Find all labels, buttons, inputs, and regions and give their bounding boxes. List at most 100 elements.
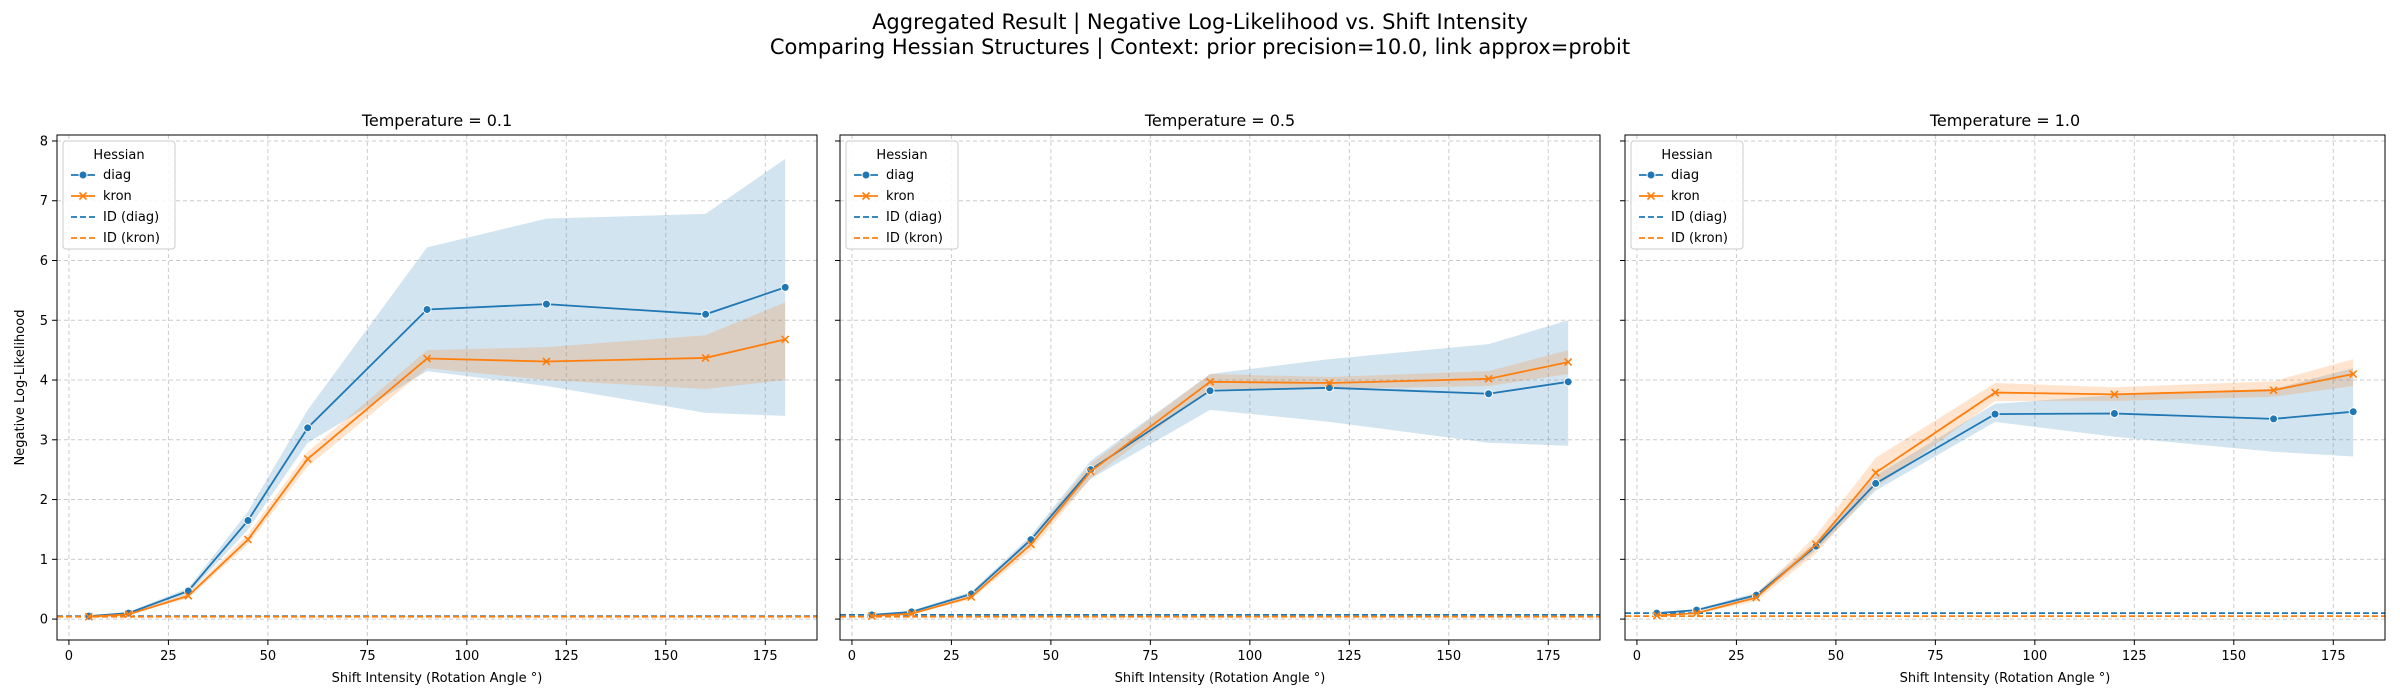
data-point-diag xyxy=(1484,389,1494,399)
data-point-kron xyxy=(907,609,916,618)
data-point-kron xyxy=(1871,468,1880,477)
x-marker-stroke xyxy=(1811,540,1821,549)
legend-entry-diag: diag xyxy=(1639,168,1699,183)
x-tick-label: 125 xyxy=(2122,649,2147,664)
x-marker-stroke xyxy=(1871,468,1880,477)
data-point-kron xyxy=(124,610,133,619)
data-point-kron xyxy=(2269,386,2278,395)
data-point-kron xyxy=(84,612,93,621)
data-point-kron xyxy=(701,353,710,362)
legend-box xyxy=(1630,140,1744,250)
legend-entry-diag: diag xyxy=(71,168,131,183)
data-point-diag xyxy=(1811,541,1821,551)
data-point-diag xyxy=(1563,377,1573,387)
legend-entry-id-diag: ID (diag) xyxy=(854,210,942,225)
legend-entry-id-kron: ID (kron) xyxy=(71,231,160,246)
x-marker-stroke xyxy=(184,591,193,600)
x-axis-label: Shift Intensity (Rotation Angle °) xyxy=(332,671,543,686)
legend-marker-x xyxy=(1646,191,1656,201)
panel-title: Temperature = 1.0 xyxy=(1929,111,2080,130)
x-marker-stroke xyxy=(1692,609,1701,618)
plot-frame xyxy=(1624,134,2386,641)
x-tick-label: 75 xyxy=(1142,649,1159,664)
legend-entry-id-kron: ID (kron) xyxy=(854,231,943,246)
x-marker-stroke xyxy=(701,353,710,362)
legend-marker-circle xyxy=(78,170,88,180)
legend: Hessian diag kron ID (diag) ID (kron) xyxy=(1630,140,1744,250)
data-point-kron xyxy=(1811,540,1821,549)
data-point-diag xyxy=(1871,478,1881,488)
x-marker-stroke xyxy=(2349,369,2358,379)
legend-label: ID (kron) xyxy=(886,231,943,246)
legend-label: ID (kron) xyxy=(103,231,160,246)
data-point-kron xyxy=(2110,390,2119,399)
y-tick-label: 0 xyxy=(40,613,48,628)
legend-label: ID (diag) xyxy=(886,210,942,225)
legend-label: diag xyxy=(886,168,914,183)
confidence-band-diag xyxy=(88,158,786,617)
data-point-kron xyxy=(1086,467,1095,476)
y-tick-label: 3 xyxy=(40,433,48,448)
x-marker-stroke xyxy=(1652,611,1661,620)
legend: Hessian diag kron ID (diag) ID (kron) xyxy=(845,140,959,250)
x-marker-stroke xyxy=(422,354,432,363)
legend-entry-kron: kron xyxy=(854,189,915,204)
y-tick-label: 4 xyxy=(40,374,48,389)
legend-label: kron xyxy=(1671,189,1700,204)
x-tick-label: 175 xyxy=(753,649,778,664)
x-marker-stroke xyxy=(303,454,312,463)
x-axis-label: Shift Intensity (Rotation Angle °) xyxy=(1115,671,1326,686)
data-point-diag xyxy=(1205,386,1215,396)
x-marker-stroke xyxy=(907,609,916,618)
legend-entry-kron: kron xyxy=(1639,189,1700,204)
x-tick-label: 50 xyxy=(260,649,277,664)
x-tick-label: 0 xyxy=(65,649,73,664)
legend-label: kron xyxy=(103,189,132,204)
x-marker-stroke xyxy=(1484,374,1493,383)
data-point-diag xyxy=(2269,414,2279,424)
data-point-kron xyxy=(1564,358,1573,367)
legend-box xyxy=(62,140,176,250)
x-tick-label: 25 xyxy=(160,649,177,664)
legend-label: diag xyxy=(1671,168,1699,183)
legend-entry-diag: diag xyxy=(854,168,914,183)
x-marker-stroke xyxy=(542,357,551,366)
chart-panel-1: 0 25 50 75 100 125 150 175 0 1 2 3 4 5 6 7 8 Temperature … xyxy=(13,111,818,686)
x-tick-label: 100 xyxy=(2022,649,2047,664)
x-marker-stroke xyxy=(84,612,93,621)
x-tick-label: 125 xyxy=(554,649,579,664)
data-point-kron xyxy=(1325,378,1334,388)
x-tick-label: 150 xyxy=(653,649,678,664)
legend-title: Hessian xyxy=(93,148,144,163)
x-marker-stroke xyxy=(2269,386,2278,395)
x-tick-label: 75 xyxy=(359,649,376,664)
data-point-kron xyxy=(2349,369,2358,379)
x-marker-stroke xyxy=(1026,540,1036,549)
panel-title: Temperature = 0.5 xyxy=(1144,111,1295,130)
data-point-kron xyxy=(243,535,253,544)
chart-panel-2: 0 25 50 75 100 125 150 175 Temperature = 0.5 Shif… xyxy=(835,111,1601,686)
legend-label: ID (diag) xyxy=(103,210,159,225)
x-marker-stroke xyxy=(1325,378,1334,388)
legend-entry-kron: kron xyxy=(71,189,132,204)
x-tick-label: 100 xyxy=(1237,649,1262,664)
x-tick-label: 175 xyxy=(1536,649,1561,664)
plot-frame xyxy=(56,134,818,641)
data-point-diag xyxy=(780,282,790,292)
data-point-kron xyxy=(542,357,551,366)
data-point-diag xyxy=(1086,465,1096,475)
x-tick-label: 0 xyxy=(1633,649,1641,664)
y-axis-label: Negative Log-Likelihood xyxy=(13,310,28,466)
legend-title: Hessian xyxy=(1661,148,1712,163)
legend-title: Hessian xyxy=(876,148,927,163)
data-point-kron xyxy=(781,335,790,344)
y-tick-label: 6 xyxy=(40,254,48,269)
x-tick-label: 25 xyxy=(1728,649,1745,664)
legend-label: ID (diag) xyxy=(1671,210,1727,225)
legend-entry-id-kron: ID (kron) xyxy=(1639,231,1728,246)
figure-title: Aggregated Result | Negative Log-Likelih… xyxy=(0,10,2400,60)
x-marker-stroke xyxy=(2110,390,2119,399)
chart-panel-3: 0 25 50 75 100 125 150 175 Temperature = 1.0 Shif… xyxy=(1620,111,2386,686)
legend-entry-id-diag: ID (diag) xyxy=(71,210,159,225)
